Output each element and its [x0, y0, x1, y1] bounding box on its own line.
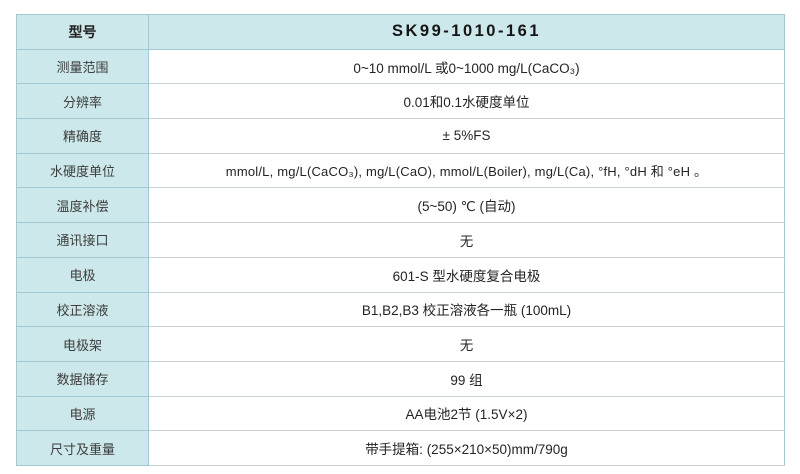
- spec-value: AA电池2节 (1.5V×2): [148, 395, 785, 432]
- spec-row-electrode-holder: 电极架 无: [16, 326, 785, 362]
- spec-label: 测量范围: [16, 48, 149, 85]
- spec-value: 99 组: [148, 360, 785, 397]
- spec-value: mmol/L, mg/L(CaCO₃), mg/L(CaO), mmol/L(B…: [148, 152, 785, 189]
- spec-table: 型号 SK99-1010-161 测量范围 0~10 mmol/L 或0~100…: [16, 14, 785, 466]
- model-label: 型号: [16, 14, 149, 50]
- spec-row-electrode: 电极 601-S 型水硬度复合电极: [16, 256, 785, 293]
- spec-label: 尺寸及重量: [16, 430, 149, 466]
- spec-row-accuracy: 精确度 ± 5%FS: [16, 118, 785, 154]
- spec-value: (5~50) ℃ (自动): [148, 187, 785, 224]
- spec-value: 无: [148, 326, 785, 362]
- spec-value: ± 5%FS: [148, 118, 785, 154]
- spec-header-row: 型号 SK99-1010-161: [16, 14, 785, 50]
- spec-value: 601-S 型水硬度复合电极: [148, 256, 785, 293]
- spec-row-power: 电源 AA电池2节 (1.5V×2): [16, 395, 785, 432]
- spec-value: 无: [148, 222, 785, 258]
- spec-label: 通讯接口: [16, 222, 149, 258]
- spec-row-hardness-units: 水硬度单位 mmol/L, mg/L(CaCO₃), mg/L(CaO), mm…: [16, 152, 785, 189]
- spec-label: 电极架: [16, 326, 149, 362]
- spec-label: 电源: [16, 395, 149, 432]
- spec-label: 精确度: [16, 118, 149, 154]
- spec-value: B1,B2,B3 校正溶液各一瓶 (100mL): [148, 291, 785, 328]
- model-number: SK99-1010-161: [148, 14, 785, 50]
- spec-row-calibration-solution: 校正溶液 B1,B2,B3 校正溶液各一瓶 (100mL): [16, 291, 785, 328]
- spec-label: 分辨率: [16, 83, 149, 120]
- spec-row-resolution: 分辨率 0.01和0.1水硬度单位: [16, 83, 785, 120]
- spec-value: 带手提箱: (255×210×50)mm/790g: [148, 430, 785, 466]
- spec-row-size-weight: 尺寸及重量 带手提箱: (255×210×50)mm/790g: [16, 430, 785, 466]
- spec-value: 0~10 mmol/L 或0~1000 mg/L(CaCO₃): [148, 48, 785, 85]
- spec-row-temp-compensation: 温度补偿 (5~50) ℃ (自动): [16, 187, 785, 224]
- spec-label: 数据储存: [16, 360, 149, 397]
- spec-label: 电极: [16, 256, 149, 293]
- spec-row-measuring-range: 测量范围 0~10 mmol/L 或0~1000 mg/L(CaCO₃): [16, 48, 785, 85]
- spec-row-comm-interface: 通讯接口 无: [16, 222, 785, 258]
- spec-row-data-storage: 数据储存 99 组: [16, 360, 785, 397]
- spec-label: 温度补偿: [16, 187, 149, 224]
- spec-value: 0.01和0.1水硬度单位: [148, 83, 785, 120]
- spec-label: 水硬度单位: [16, 152, 149, 189]
- spec-label: 校正溶液: [16, 291, 149, 328]
